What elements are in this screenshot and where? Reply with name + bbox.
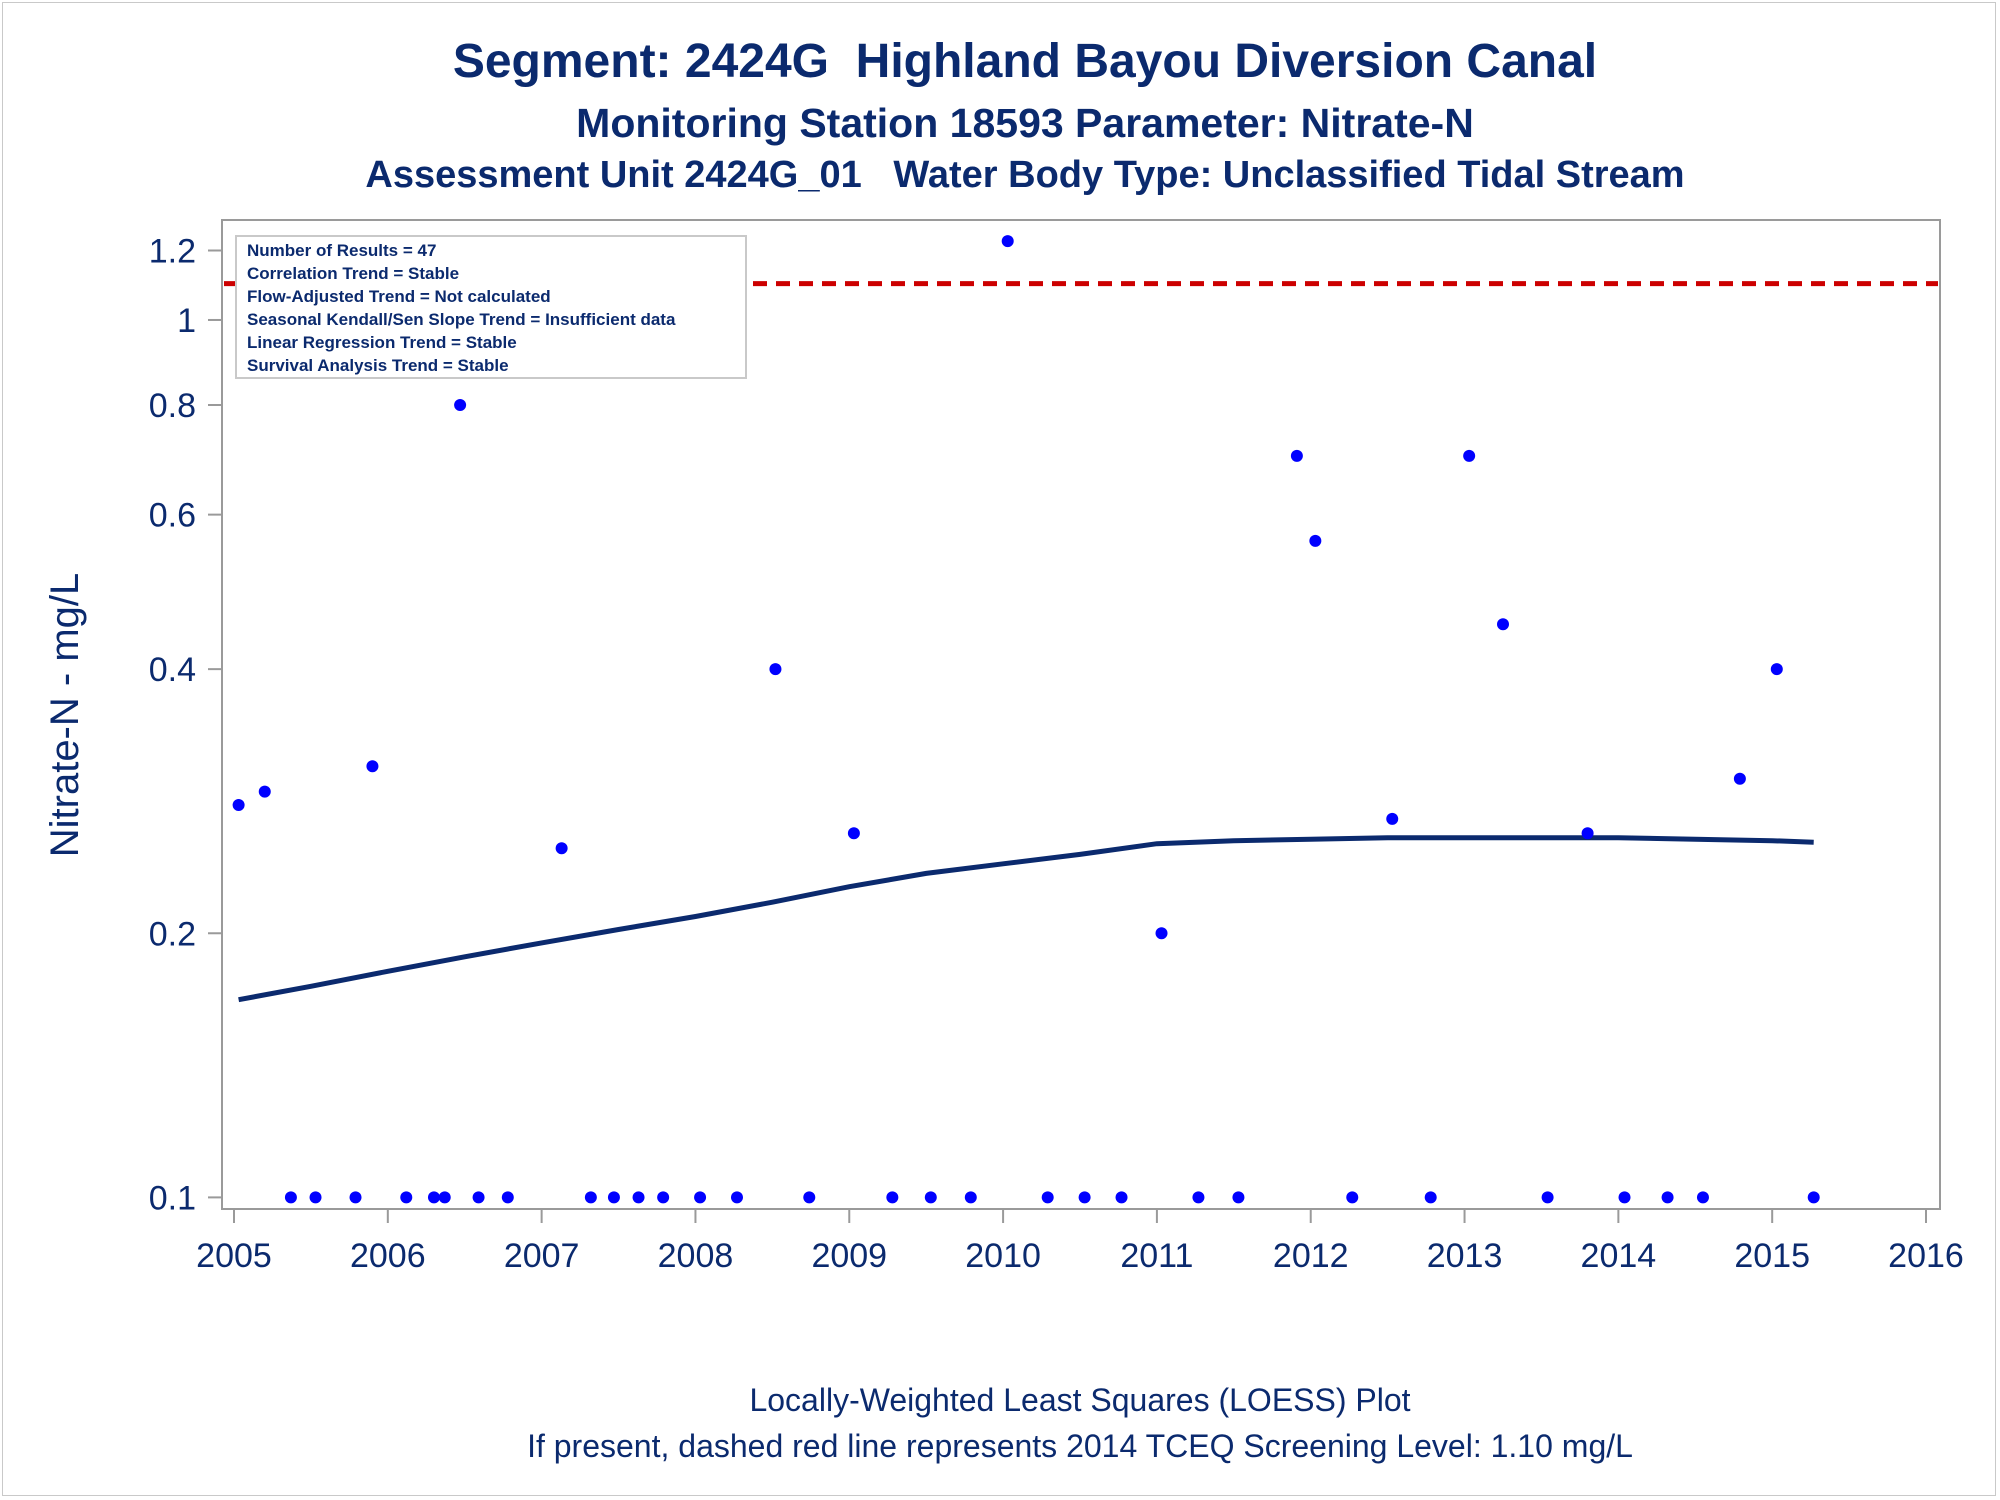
data-point (1155, 927, 1168, 940)
data-point (924, 1191, 937, 1204)
data-point (400, 1191, 413, 1204)
plot-area (221, 219, 1941, 1210)
data-point (438, 1191, 451, 1204)
data-point (769, 663, 782, 676)
data-point (632, 1191, 645, 1204)
y-tick-label: 0.2 (149, 915, 196, 953)
data-point (232, 799, 245, 812)
x-axis: 2005 2006 2007 2008 2009 2010 2011 2012 2013 2014… (196, 1209, 1964, 1275)
x-tick-label: 2008 (658, 1237, 734, 1275)
data-point (1424, 1191, 1437, 1204)
data-point (886, 1191, 899, 1204)
legend-line-results: Number of Results = 47 (247, 241, 436, 260)
data-point (1463, 449, 1476, 462)
legend-line-flow-adjusted: Flow-Adjusted Trend = Not calculated (247, 287, 551, 306)
x-tick-label: 2010 (965, 1237, 1041, 1275)
loess-trend-line (238, 835, 1814, 1003)
data-point (366, 760, 379, 773)
data-points (232, 235, 1820, 1204)
x-tick-label: 2011 (1120, 1237, 1193, 1275)
data-point (657, 1191, 670, 1204)
y-tick-label: 0.8 (149, 387, 196, 425)
data-point (349, 1191, 362, 1204)
x-tick-label: 2012 (1273, 1237, 1349, 1275)
x-tick-label: 2009 (811, 1237, 887, 1275)
x-tick-label: 2014 (1581, 1237, 1657, 1275)
x-tick-label: 2006 (350, 1237, 426, 1275)
data-point (1192, 1191, 1205, 1204)
data-point (803, 1191, 816, 1204)
y-tick-label: 0.6 (149, 497, 196, 535)
data-point (472, 1191, 485, 1204)
data-point (427, 1191, 440, 1204)
x-tick-label: 2005 (196, 1237, 272, 1275)
data-point (964, 1191, 977, 1204)
data-point (555, 842, 568, 855)
data-point (694, 1191, 707, 1204)
footnote-loess: Locally-Weighted Least Squares (LOESS) P… (749, 1382, 1411, 1418)
data-point (1661, 1191, 1674, 1204)
data-point (1807, 1191, 1820, 1204)
data-point (730, 1191, 743, 1204)
data-point (309, 1191, 322, 1204)
x-tick-label: 2015 (1734, 1237, 1810, 1275)
data-point (847, 827, 860, 840)
legend-line-correlation: Correlation Trend = Stable (247, 264, 459, 283)
data-point (1733, 772, 1746, 785)
chart-subtitle-station: Monitoring Station 18593 Parameter: Nitr… (576, 100, 1474, 146)
chart-subtitle-assessment: Assessment Unit 2424G_01 Water Body Type… (365, 154, 1685, 196)
y-tick-label: 0.1 (149, 1179, 196, 1217)
data-point (1309, 534, 1322, 547)
y-axis-label: Nitrate-N - mg/L (43, 573, 87, 858)
data-point (1001, 235, 1014, 248)
data-point (1346, 1191, 1359, 1204)
x-tick-label: 2016 (1888, 1237, 1964, 1275)
data-point (1115, 1191, 1128, 1204)
x-tick-label: 2007 (504, 1237, 580, 1275)
data-point (284, 1191, 297, 1204)
legend-line-seasonal-kendall: Seasonal Kendall/Sen Slope Trend = Insuf… (247, 310, 676, 329)
data-point (584, 1191, 597, 1204)
y-tick-label: 1.2 (149, 233, 196, 271)
data-point (1386, 812, 1399, 825)
data-point (1618, 1191, 1631, 1204)
data-point (1581, 827, 1594, 840)
data-point (454, 399, 467, 412)
y-tick-label: 1 (177, 302, 196, 340)
data-point (1541, 1191, 1554, 1204)
data-point (258, 785, 271, 798)
legend-line-linear-regression: Linear Regression Trend = Stable (247, 333, 517, 352)
data-point (1497, 618, 1509, 631)
data-point (1078, 1191, 1091, 1204)
chart-title: Segment: 2424G Highland Bayou Diversion … (452, 35, 1598, 88)
data-point (1696, 1191, 1709, 1204)
y-axis: 0.1 0.2 0.4 0.6 0.8 1 1.2 (149, 233, 222, 1217)
footnote-screening: If present, dashed red line represents 2… (527, 1428, 1633, 1464)
data-point (1041, 1191, 1054, 1204)
data-point (1770, 663, 1783, 676)
legend-box: Number of Results = 47 Correlation Trend… (235, 235, 747, 379)
x-tick-label: 2013 (1427, 1237, 1503, 1275)
legend-line-survival: Survival Analysis Trend = Stable (247, 356, 509, 375)
data-point (607, 1191, 620, 1204)
y-tick-label: 0.4 (149, 651, 196, 689)
data-point (1232, 1191, 1245, 1204)
data-point (501, 1191, 514, 1204)
data-point (1290, 449, 1303, 462)
